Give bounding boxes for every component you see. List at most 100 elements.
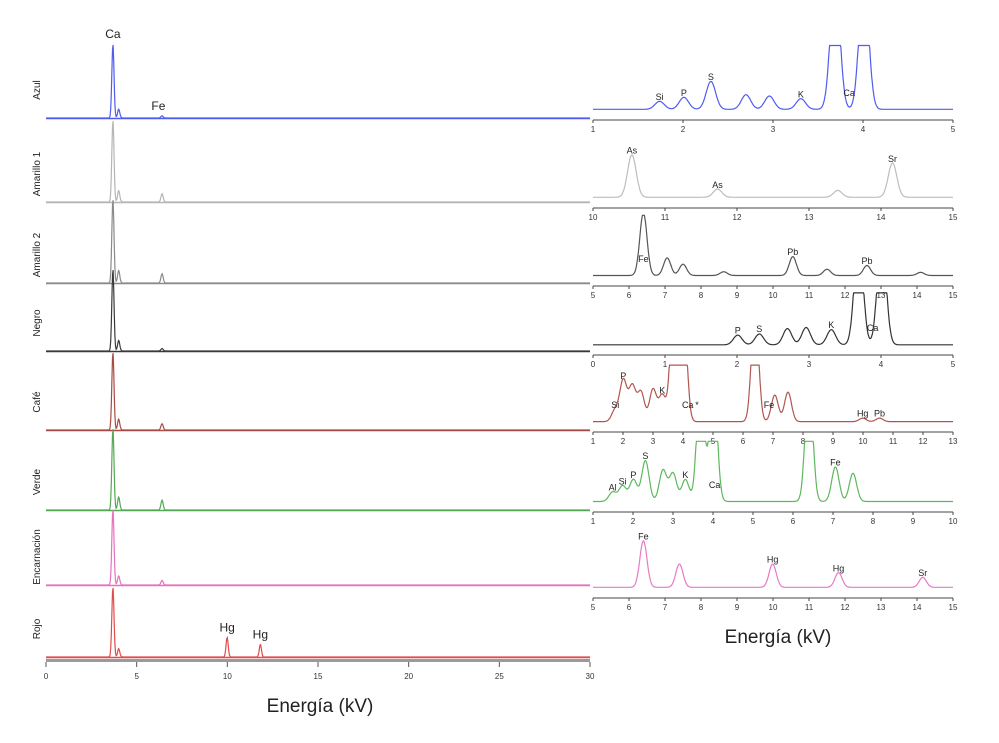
zoom-x-tick-label: 5 [951, 125, 956, 134]
zoom-x-tick-label: 10 [859, 437, 868, 446]
main-x-tick-label: 5 [134, 672, 139, 681]
row-label: Rojo [32, 618, 43, 639]
zoom-x-tick-label: 8 [699, 603, 704, 612]
zoom-x-tick-label: 12 [841, 291, 850, 300]
zoom-x-tick-label: 8 [699, 291, 704, 300]
zoom-x-tick-label: 12 [919, 437, 928, 446]
zoom-x-tick-label: 10 [589, 213, 598, 222]
zoom-spectrum-line [593, 364, 953, 423]
zoom-x-tick-label: 1 [591, 517, 596, 526]
main-x-tick-label: 0 [44, 672, 49, 681]
zoom-x-tick-label: 3 [807, 360, 812, 369]
zoom-peak-label: Sr [888, 154, 897, 164]
main-x-tick-label: 25 [495, 672, 504, 681]
zoom-x-tick-label: 10 [949, 517, 958, 526]
zoom-peak-label: P [620, 371, 626, 381]
zoom-peak-label: S [756, 324, 762, 334]
zoom-x-tick-label: 14 [913, 291, 922, 300]
zoom-peak-label: Hg [857, 408, 869, 418]
zoom-x-tick-label: 5 [751, 517, 756, 526]
zoom-x-tick-label: 6 [791, 517, 796, 526]
zoom-peak-label: P [630, 470, 636, 480]
zoom-x-tick-label: 14 [913, 603, 922, 612]
row-label: Amarillo 2 [32, 232, 43, 277]
zoom-spectrum-line [593, 440, 953, 503]
main-spectrum-line [46, 429, 590, 511]
zoom-x-tick-label: 10 [769, 603, 778, 612]
zoom-peak-label: Si [656, 92, 664, 102]
row-label: Verde [32, 468, 43, 495]
main-x-axis-title: Energía (kV) [267, 696, 374, 717]
zoom-x-tick-label: 15 [949, 213, 958, 222]
main-spectrum-line [46, 121, 590, 203]
zoom-x-tick-label: 14 [877, 213, 886, 222]
zoom-peak-label: As [627, 146, 638, 156]
zoom-spectrum-line [593, 154, 953, 198]
zoom-peak-label: Hg [833, 563, 845, 573]
zoom-x-tick-label: 6 [741, 437, 746, 446]
zoom-x-tick-label: 7 [771, 437, 776, 446]
zoom-x-tick-label: 4 [861, 125, 866, 134]
main-spectrum-line [46, 509, 590, 586]
zoom-x-tick-label: 6 [627, 291, 632, 300]
zoom-peak-label: Al [609, 483, 617, 493]
zoom-x-tick-label: 11 [805, 603, 814, 612]
zoom-peak-label: K [828, 320, 834, 330]
main-x-tick-label: 20 [404, 672, 413, 681]
zoom-x-tick-label: 2 [631, 517, 636, 526]
zoom-spectrum-line [593, 539, 953, 588]
zoom-x-tick-label: 9 [735, 291, 740, 300]
zoom-x-tick-label: 5 [951, 360, 956, 369]
zoom-spectrum-line [593, 292, 953, 346]
main-x-tick-label: 10 [223, 672, 232, 681]
zoom-peak-label: Si [611, 400, 619, 410]
zoom-peak-label: Ca [843, 88, 855, 98]
zoom-x-tick-label: 5 [591, 603, 596, 612]
zoom-peak-label: K [682, 470, 688, 480]
zoom-x-tick-label: 11 [805, 291, 814, 300]
zoom-x-tick-label: 3 [771, 125, 776, 134]
zoom-x-tick-label: 12 [841, 603, 850, 612]
row-label: Amarillo 1 [32, 151, 43, 196]
zoom-peak-label: S [642, 451, 648, 461]
zoom-x-tick-label: 15 [949, 603, 958, 612]
row-label: Azul [32, 80, 43, 99]
zoom-x-tick-label: 2 [681, 125, 686, 134]
zoom-peak-label: Fe [638, 254, 649, 264]
zoom-x-tick-label: 15 [949, 291, 958, 300]
main-spectrum-line [46, 353, 590, 431]
zoom-peak-label: * [695, 400, 699, 410]
zoom-x-tick-label: 12 [733, 213, 742, 222]
main-spectrum-line [46, 270, 590, 352]
zoom-x-tick-label: 13 [805, 213, 814, 222]
row-label: Café [32, 391, 43, 413]
zoom-peak-label: Pb [874, 408, 885, 418]
zoom-x-tick-label: 6 [627, 603, 632, 612]
zoom-x-tick-label: 10 [769, 291, 778, 300]
zoom-x-tick-label: 0 [591, 360, 596, 369]
zoom-x-tick-label: 9 [831, 437, 836, 446]
zoom-x-tick-label: 7 [831, 517, 836, 526]
zoom-peak-label: Si [619, 476, 627, 486]
zoom-x-tick-label: 4 [711, 517, 716, 526]
zoom-x-tick-label: 1 [591, 437, 596, 446]
zoom-peak-label: K [798, 89, 804, 99]
zoom-x-tick-label: 9 [735, 603, 740, 612]
zoom-x-tick-label: 7 [663, 603, 668, 612]
peak-label: Ca [105, 27, 121, 41]
zoom-x-tick-label: 5 [591, 291, 596, 300]
zoom-peak-label: Pb [787, 247, 798, 257]
zoom-peak-label: Hg [767, 555, 779, 565]
zoom-x-tick-label: 3 [671, 517, 676, 526]
main-spectrum-line [46, 200, 590, 284]
zoom-peak-label: P [735, 325, 741, 335]
zoom-x-tick-label: 8 [871, 517, 876, 526]
zoom-spectrum-line [593, 214, 953, 277]
zoom-x-tick-label: 4 [681, 437, 686, 446]
zoom-peak-label: As [712, 180, 723, 190]
zoom-peak-label: K [659, 385, 665, 395]
main-spectra-plot: Azul Ca Fe Amarillo 1 Amarillo 2 Negro Café Ver… [32, 27, 595, 681]
zoom-peak-label: Sr [918, 568, 927, 578]
